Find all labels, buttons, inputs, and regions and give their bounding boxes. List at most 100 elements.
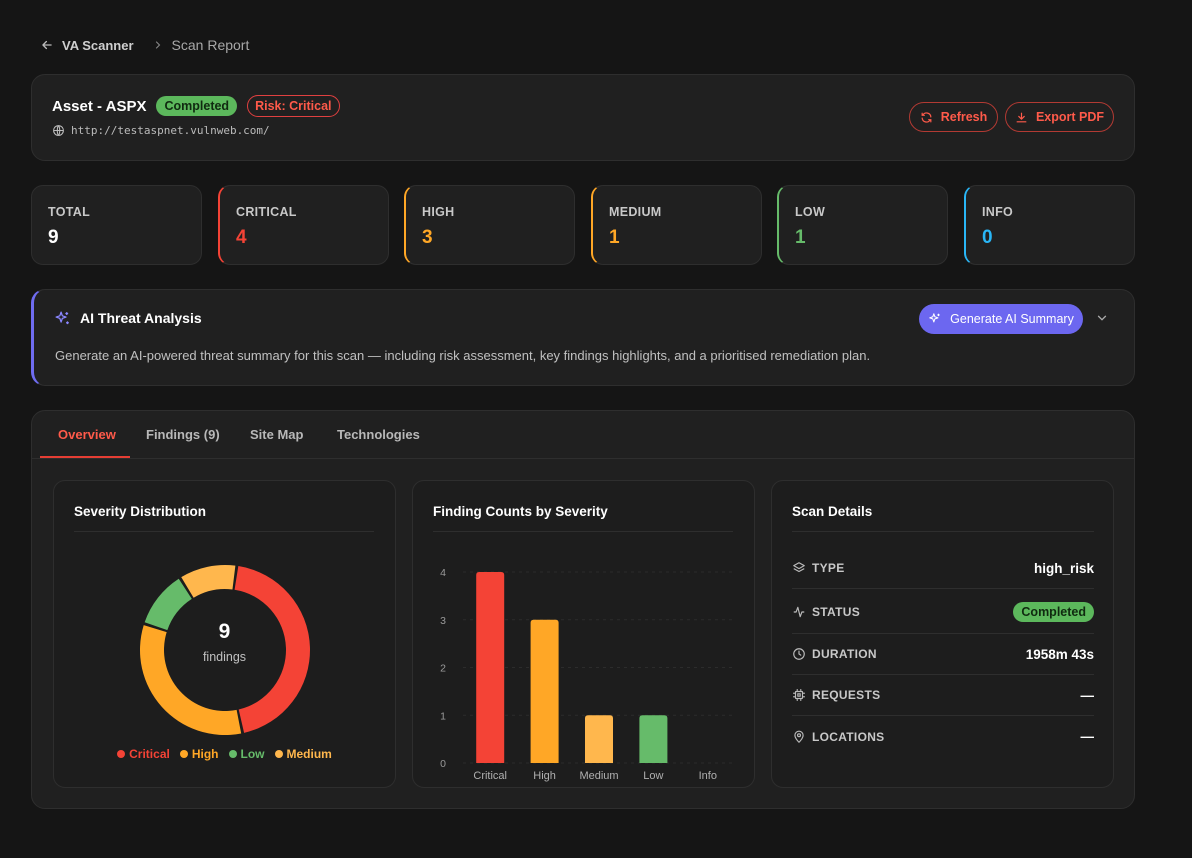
detail-value: high_risk [1033, 560, 1094, 576]
generate-ai-summary-button[interactable]: Generate AI Summary [919, 304, 1083, 334]
active-tab-indicator [40, 456, 130, 458]
map-pin-icon [792, 730, 806, 744]
x-tick-label: Medium [579, 770, 618, 782]
severity-donut-chart [140, 565, 310, 735]
y-tick-label: 0 [440, 758, 446, 770]
detail-row-duration: DURATION 1958m 43s [792, 634, 1094, 675]
tab-bar: Overview Findings (9) Site Map Technolog… [32, 411, 1134, 459]
donut-legend: Critical High Low Medium [54, 747, 395, 761]
stat-card-high: HIGH 3 [404, 185, 575, 265]
panel-title: Finding Counts by Severity [433, 504, 608, 519]
y-tick-label: 1 [440, 710, 446, 722]
cpu-icon [792, 688, 806, 702]
legend-dot [179, 750, 188, 758]
back-arrow-icon[interactable] [40, 38, 56, 52]
layers-icon [792, 561, 806, 575]
export-label: Export PDF [1035, 110, 1105, 124]
donut-center-label: findings [202, 650, 247, 664]
donut-slice-high [140, 625, 242, 735]
page-title: Asset - ASPX [52, 97, 147, 115]
breadcrumb: VA Scanner Scan Report [40, 36, 249, 54]
y-tick-label: 4 [440, 567, 446, 579]
sparkles-icon [54, 310, 71, 332]
detail-row-type: TYPE high_risk [792, 548, 1094, 589]
tab-site-map[interactable]: Site Map [250, 427, 304, 442]
stat-label: CRITICAL [236, 205, 297, 219]
export-pdf-button[interactable]: Export PDF [1005, 102, 1114, 132]
legend-label: Medium [286, 747, 332, 761]
x-tick-label: Critical [473, 770, 507, 782]
tab-findings[interactable]: Findings (9) [146, 427, 220, 442]
detail-value: — [1080, 687, 1095, 703]
legend-label: High [191, 747, 219, 761]
legend-item-medium: Medium [274, 747, 332, 761]
stat-label: MEDIUM [609, 205, 662, 219]
bar-medium [585, 715, 613, 763]
legend-label: Critical [129, 747, 170, 761]
download-icon [1015, 111, 1028, 124]
legend-dot [274, 750, 283, 758]
scan-details-panel: Scan Details TYPE high_risk STATUS Compl… [771, 480, 1114, 788]
bar-low [639, 715, 668, 763]
stat-value: 1 [795, 227, 806, 248]
target-url: http://testaspnet.vulnweb.com/ [71, 124, 270, 137]
tab-technologies[interactable]: Technologies [337, 427, 420, 442]
x-tick-label: Low [643, 770, 663, 782]
legend-dot [117, 750, 126, 758]
refresh-button[interactable]: Refresh [909, 102, 998, 132]
breadcrumb-current: Scan Report [171, 37, 250, 53]
donut-center-value: 9 [218, 620, 231, 643]
stat-value: 9 [48, 227, 59, 248]
donut-slice-low [144, 578, 192, 631]
generate-ai-label: Generate AI Summary [950, 312, 1074, 326]
ai-title: AI Threat Analysis [80, 310, 202, 326]
legend-item-critical: Critical [117, 747, 170, 761]
globe-icon [52, 124, 65, 137]
tab-overview[interactable]: Overview [58, 427, 116, 442]
donut-slice-medium [181, 565, 236, 598]
legend-label: Low [240, 747, 265, 761]
ai-description: Generate an AI-powered threat summary fo… [55, 348, 871, 363]
status-badge: Completed [156, 96, 238, 116]
refresh-icon [920, 111, 933, 124]
detail-key-label: STATUS [812, 604, 861, 619]
chevron-down-icon[interactable] [1095, 311, 1109, 330]
divider [792, 531, 1094, 532]
stat-label: HIGH [422, 205, 455, 219]
divider [433, 531, 733, 532]
report-main-card: Overview Findings (9) Site Map Technolog… [31, 410, 1135, 809]
detail-value: 1958m 43s [1025, 646, 1094, 662]
stat-value: 0 [982, 227, 993, 248]
stat-value: 1 [609, 227, 620, 248]
x-tick-label: High [533, 770, 556, 782]
stat-card-info: INFO 0 [964, 185, 1135, 265]
risk-badge: Risk: Critical [247, 95, 340, 117]
detail-row-status: STATUS Completed [792, 590, 1094, 634]
panel-title: Severity Distribution [74, 504, 207, 519]
stat-card-critical: CRITICAL 4 [218, 185, 389, 265]
status-badge: Completed [1013, 601, 1094, 622]
divider [74, 531, 374, 532]
legend-dot [228, 750, 237, 758]
stat-label: TOTAL [48, 205, 91, 219]
sparkles-icon [928, 312, 942, 326]
stat-value: 4 [236, 227, 247, 248]
bar-high [530, 619, 559, 763]
x-tick-label: Info [699, 770, 717, 782]
stat-label: INFO [982, 205, 1014, 219]
severity-distribution-panel: Severity Distribution 9 findings Critica… [53, 480, 396, 788]
y-tick-label: 3 [440, 615, 446, 627]
stat-label: LOW [795, 205, 826, 219]
activity-icon [792, 605, 806, 619]
ai-threat-card: AI Threat Analysis Generate AI Summary G… [31, 289, 1135, 386]
breadcrumb-root-link[interactable]: VA Scanner [62, 37, 134, 53]
legend-item-high: High [179, 747, 219, 761]
y-tick-label: 2 [440, 663, 446, 675]
legend-item-low: Low [228, 747, 265, 761]
stat-card-total: TOTAL 9 [31, 185, 202, 265]
clock-icon [792, 647, 806, 661]
bar-critical [476, 572, 505, 763]
scan-header-card: Asset - ASPX Completed Risk: Critical ht… [31, 74, 1135, 161]
detail-key-label: DURATION [812, 647, 877, 661]
chevron-right-icon [152, 39, 164, 51]
